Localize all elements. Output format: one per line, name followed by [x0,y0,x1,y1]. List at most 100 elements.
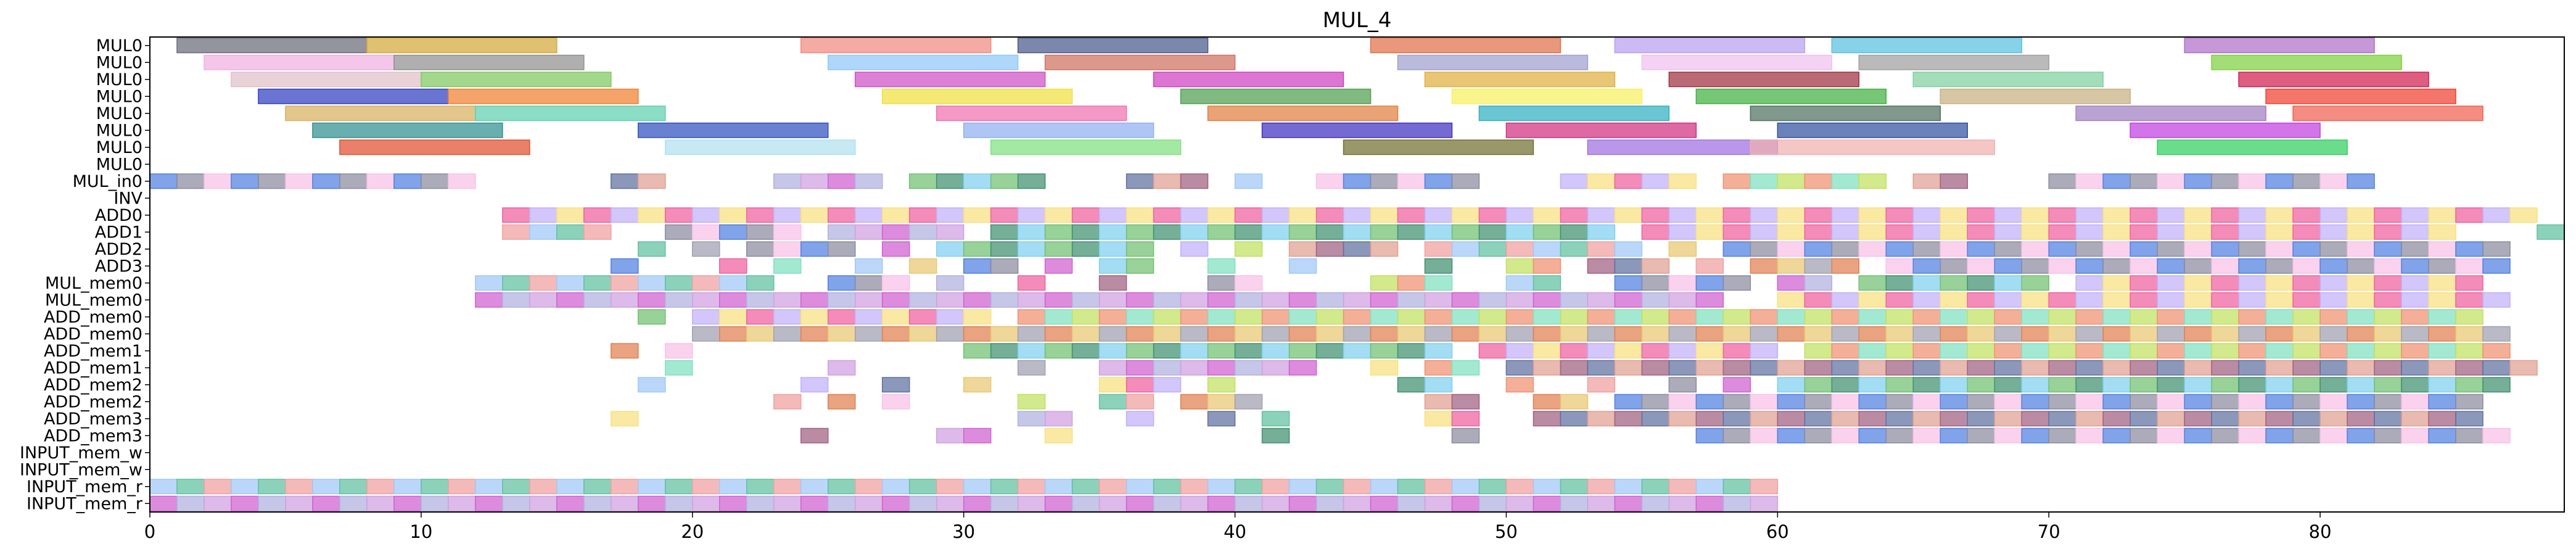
task-cell [2102,427,2131,444]
task-cell [1587,292,1616,308]
task-cell [1912,326,1941,342]
task-cell [936,326,965,342]
task-cell [1098,275,1127,291]
task-cell [1153,224,1182,240]
task-cell [2537,224,2565,240]
chart-title: MUL_4 [1323,8,1392,33]
task-cell [1614,258,1643,274]
y-tick-label: ADD0 [95,206,142,225]
task-bar [1750,105,1941,122]
task-cell [2374,258,2402,274]
task-cell [1478,495,1507,511]
task-cell [1451,326,1480,342]
task-cell [2184,258,2212,274]
task-cell [2157,241,2185,257]
task-bar [231,72,422,88]
task-cell [1261,479,1290,495]
task-cell [1722,360,1751,376]
task-cell [854,207,883,223]
task-cell [2319,292,2348,308]
task-cell [2130,427,2158,444]
task-cell [963,292,992,308]
task-cell [2130,224,2158,240]
task-cell [2292,275,2321,291]
task-cell [773,207,802,223]
task-cell [990,241,1019,257]
task-cell [2428,292,2456,308]
task-cell [2184,343,2212,359]
y-tick-label: MUL_in0 [73,172,142,191]
task-cell [1234,394,1263,410]
task-cell [2509,360,2538,376]
task-cell [366,173,395,189]
y-tick-label: MUL0 [96,138,142,157]
task-cell [1153,292,1182,308]
task-cell [827,224,856,240]
task-cell [1777,411,1806,427]
task-cell [1641,326,1670,342]
task-cell [2211,224,2239,240]
task-cell [746,207,775,223]
task-cell [2401,258,2429,274]
y-tick-label: ADD3 [95,257,142,276]
task-cell [1831,360,1860,376]
task-cell [1560,479,1589,495]
task-cell [1587,173,1616,189]
task-cell [1397,309,1426,325]
task-bar [2238,72,2429,88]
task-cell [1994,343,2022,359]
task-cell [1505,224,1534,240]
task-cell [1424,394,1453,410]
task-cell [936,427,965,444]
task-cell [1505,292,1534,308]
task-cell [2130,241,2158,257]
task-cell [1967,241,1995,257]
task-bar [2130,122,2321,138]
task-cell [2374,360,2402,376]
task-cell [854,224,883,240]
task-cell [312,173,340,189]
task-cell [1234,309,1263,325]
task-cell [1153,207,1182,223]
task-cell [1668,411,1697,427]
task-cell [746,479,775,495]
task-cell [1424,411,1453,427]
task-cell [1207,292,1236,308]
task-cell [2347,343,2375,359]
task-cell [2374,275,2402,291]
task-cell [1315,479,1344,495]
task-cell [1098,258,1127,274]
task-cell [1288,292,1317,308]
task-cell [2157,427,2185,444]
task-bar [1207,105,1399,122]
task-cell [990,495,1019,511]
task-bar [1451,88,1643,104]
task-cell [1288,207,1317,223]
task-cell [1858,377,1887,393]
task-cell [1180,241,1209,257]
task-cell [1505,360,1534,376]
task-cell [1750,343,1779,359]
y-tick-label: INPUT_mem_r [27,494,143,513]
task-cell [1261,343,1290,359]
task-cell [1614,479,1643,495]
task-cell [908,258,937,274]
task-cell [665,275,693,291]
task-cell [2347,360,2375,376]
task-cell [1397,275,1426,291]
task-cell [502,224,530,240]
task-cell [611,258,639,274]
task-cell [881,495,910,511]
task-cell [204,495,232,511]
task-cell [2428,411,2456,427]
task-cell [2292,309,2321,325]
task-cell [1641,292,1670,308]
task-cell [1261,309,1290,325]
task-cell [800,479,829,495]
task-cell [285,173,313,189]
task-cell [1207,394,1236,410]
task-cell [2238,427,2266,444]
task-cell [2238,377,2266,393]
task-cell [2048,292,2076,308]
task-cell [2102,241,2131,257]
